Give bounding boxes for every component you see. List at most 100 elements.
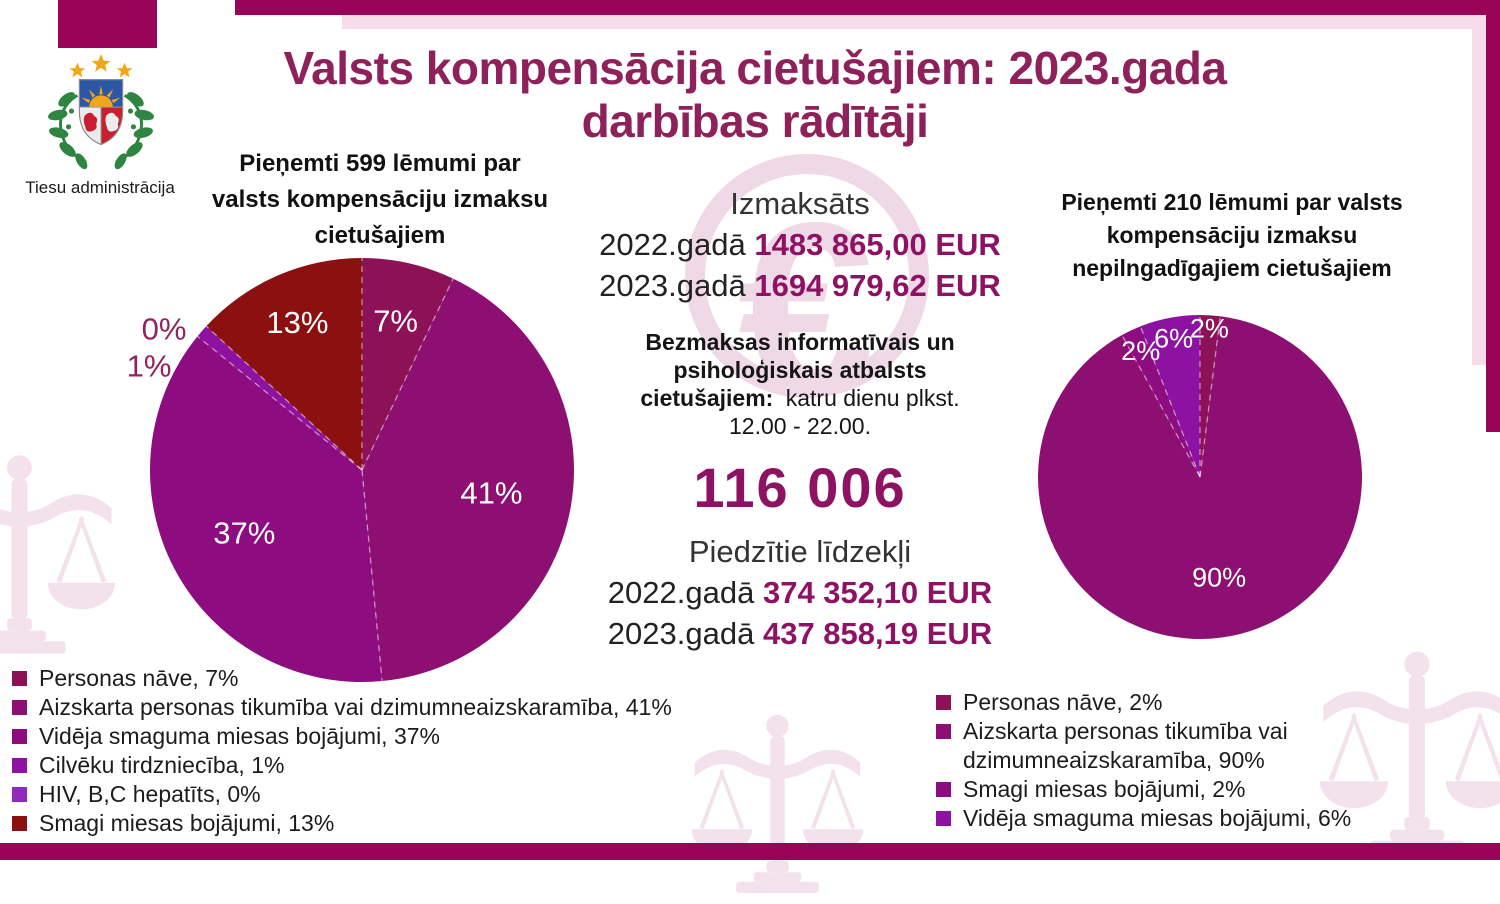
legend-label: Personas nāve, 2% <box>963 689 1163 715</box>
pie-slice-divider <box>1199 316 1221 478</box>
paid-2023-year: 2023.gadā <box>599 268 746 303</box>
top-left-square <box>58 0 157 48</box>
support-bold-line3: cietušajiem: <box>640 385 774 411</box>
pie-slice <box>197 326 362 470</box>
pie-value-label: 37% <box>213 516 275 551</box>
legend-swatch <box>936 811 951 826</box>
legend-item: Aizskarta personas tikumība vai dzimumne… <box>12 693 752 722</box>
page-title-line2: darbības rādītāji <box>581 95 929 147</box>
right-chart-title: Pieņemti 210 lēmumi par valsts kompensāc… <box>1017 186 1447 285</box>
pie-slice <box>1140 315 1200 477</box>
left-chart-title-line: cietušajiem <box>314 222 446 249</box>
paid-2022-line: 2022.gadā 1483 865,00 EUR <box>560 224 1040 265</box>
support-note: Bezmaksas informatīvais un psiholoģiskai… <box>560 328 1040 440</box>
support-bold-line1: Bezmaksas informatīvais un <box>645 329 955 355</box>
right-chart-title-line: kompensāciju izmaksu <box>1106 222 1358 248</box>
top-bar <box>235 0 1500 15</box>
legend-label: Personas nāve, 7% <box>39 665 239 691</box>
page-title: Valsts kompensācija cietušajiem: 2023.ga… <box>45 42 1465 148</box>
legend-item: Cilvēku tirdzniecība, 1% <box>12 751 752 780</box>
legend-right: Personas nāve, 2% Aizskarta personas tiku… <box>936 688 1416 833</box>
pie-value-label: 0% <box>142 312 187 347</box>
legend-item: Smagi miesas bojājumi, 13% <box>12 809 752 838</box>
legend-item: Personas nāve, 7% <box>12 664 752 693</box>
legend-item: Smagi miesas bojājumi, 2% <box>936 775 1416 804</box>
paid-2022-year: 2022.gadā <box>599 227 746 262</box>
recovered-2022-amount: 374 352,10 EUR <box>762 575 993 610</box>
top-pink-strip <box>342 15 1472 29</box>
right-pink-strip <box>1472 15 1486 365</box>
legend-label: Cilvēku tirdzniecība, 1% <box>39 752 285 778</box>
bottom-bar <box>0 843 1500 860</box>
legend-label: Vidēja smaguma miesas bojājumi, 37% <box>39 723 440 749</box>
recovered-2022-line: 2022.gadā 374 352,10 EUR <box>560 572 1040 613</box>
pie-value-label: 90% <box>1192 562 1246 592</box>
pie-value-label: 13% <box>266 305 328 340</box>
legend-label: Smagi miesas bojājumi, 13% <box>39 810 335 836</box>
legend-item: HIV, B,C hepatīts, 0% <box>12 780 752 809</box>
legend-swatch <box>936 782 951 797</box>
recovered-2023-year: 2023.gadā <box>607 616 755 651</box>
paid-2023-line: 2023.gadā 1694 979,62 EUR <box>560 265 1040 306</box>
paid-2022-amount: 1483 865,00 EUR <box>754 227 1001 262</box>
center-stats: Izmaksāts 2022.gadā 1483 865,00 EUR 2023… <box>560 184 1040 654</box>
pie-slice <box>362 258 454 470</box>
legend-swatch <box>12 816 27 831</box>
legend-swatch <box>12 729 27 744</box>
pie-chart-left: 7% 41% 37% 1%0% 13% <box>127 258 575 682</box>
pie-slice-divider <box>361 278 454 471</box>
logo-shield <box>78 79 124 146</box>
pie-chart-right: 2% 90% 2%6% <box>1038 313 1363 640</box>
legend-swatch <box>12 758 27 773</box>
right-bar <box>1486 0 1500 432</box>
euro-circle <box>685 154 929 398</box>
pie-slice-divider <box>197 335 363 471</box>
pie-slice-divider <box>1121 334 1201 478</box>
pie-value-label: 2% <box>1121 336 1160 366</box>
euro-glyph: € <box>738 171 874 440</box>
left-chart-title: Pieņemti 599 lēmumi par valsts kompensāc… <box>170 146 590 254</box>
pie-value-label: 6% <box>1154 324 1193 354</box>
pie-slice <box>206 258 362 470</box>
pie-slice <box>1038 316 1363 640</box>
legend-swatch <box>12 671 27 686</box>
pie-slice <box>362 278 575 682</box>
pie-slice-divider <box>1139 326 1201 478</box>
legend-label: Vidēja smaguma miesas bojājumi, 6% <box>963 805 1352 831</box>
pie-value-label: 7% <box>373 304 418 339</box>
paid-2023-amount: 1694 979,62 EUR <box>754 268 1001 303</box>
legend-left: Personas nāve, 7% Aizskarta personas tiku… <box>12 664 752 838</box>
legend-item: Vidēja smaguma miesas bojājumi, 6% <box>936 804 1416 833</box>
legend-item: Personas nāve, 2% <box>936 688 1416 717</box>
legend-label: HIV, B,C hepatīts, 0% <box>39 781 261 807</box>
right-chart-title-line: nepilngadīgajiem cietušajiem <box>1072 255 1392 281</box>
big-number: 116 006 <box>693 456 907 519</box>
pie-slice-divider <box>361 469 383 682</box>
legend-swatch <box>936 724 951 739</box>
scales-watermark-left <box>0 455 116 654</box>
logo-label: Tiesu administrācija <box>25 178 175 197</box>
support-bold-line2: psiholoģiskais atbalsts <box>673 357 927 383</box>
legend-label: Smagi miesas bojājumi, 2% <box>963 776 1246 802</box>
pie-slice-divider <box>205 325 363 471</box>
pie-value-label: 41% <box>460 475 522 510</box>
legend-label: Aizskarta personas tikumība vai dzimumne… <box>39 694 672 720</box>
legend-swatch <box>936 695 951 710</box>
paid-heading: Izmaksāts <box>730 186 870 221</box>
pie-slice <box>1121 326 1200 477</box>
legend-item: Aizskarta personas tikumība vai dzimumne… <box>936 717 1416 775</box>
euro-watermark: € <box>685 154 929 440</box>
page-title-line1: Valsts kompensācija cietušajiem: 2023.ga… <box>283 42 1227 94</box>
legend-item: Vidēja smaguma miesas bojājumi, 37% <box>12 722 752 751</box>
recovered-heading: Piedzītie līdzekļi <box>688 534 912 569</box>
legend-swatch <box>12 700 27 715</box>
recovered-2022-year: 2022.gadā <box>607 575 755 610</box>
pie-value-label: 1% <box>127 349 172 384</box>
left-chart-title-line: Pieņemti 599 lēmumi par <box>239 150 521 177</box>
pie-slice <box>150 336 383 682</box>
right-chart-title-line: Pieņemti 210 lēmumi par valsts <box>1061 189 1403 215</box>
legend-swatch <box>12 787 27 802</box>
pie-value-label: 2% <box>1190 313 1229 343</box>
legend-label: Aizskarta personas tikumība vai dzimumne… <box>963 718 1288 773</box>
